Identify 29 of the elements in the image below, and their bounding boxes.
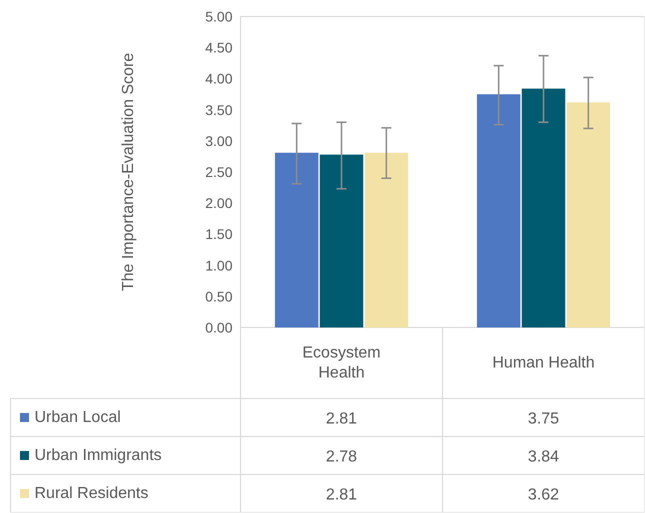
y-tick-label: 4.00 — [205, 70, 233, 87]
y-tick-label: 2.50 — [205, 164, 233, 180]
data-label: 3.75 — [528, 410, 560, 428]
legend-label: Rural Residents — [34, 485, 148, 502]
bar — [364, 152, 408, 328]
bar — [320, 154, 364, 328]
data-label: 2.78 — [326, 448, 358, 466]
data-label: 2.81 — [326, 486, 358, 504]
data-label: 2.81 — [326, 410, 358, 428]
legend-label: Urban Local — [34, 409, 121, 426]
y-tick-label: 3.50 — [205, 102, 233, 118]
bar — [476, 94, 520, 328]
x-tick-label: Human Health — [492, 354, 595, 372]
data-label: 3.84 — [528, 448, 560, 466]
y-tick-label: 2.00 — [205, 195, 233, 212]
y-tick-label: 0.50 — [205, 288, 233, 304]
y-tick-label: 1.50 — [205, 226, 233, 242]
data-label: 3.62 — [528, 486, 560, 504]
y-tick-label: 5.00 — [205, 8, 233, 24]
y-tick-label: 0.00 — [205, 320, 233, 336]
legend-label: Urban Immigrants — [34, 447, 162, 464]
bar — [566, 102, 610, 328]
x-tick-label: Ecosystem Health — [302, 344, 381, 382]
y-tick-label: 3.00 — [205, 132, 233, 149]
bar — [522, 88, 566, 328]
y-tick-label: 4.50 — [205, 40, 233, 56]
y-axis-title: The Importance-Evaluation Score — [120, 52, 137, 292]
bar — [274, 152, 318, 328]
y-tick-label: 1.00 — [205, 257, 233, 274]
